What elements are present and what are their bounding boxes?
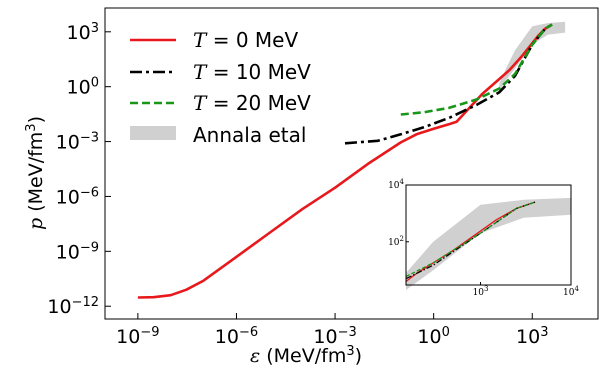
- main-line-layer: [137, 23, 553, 299]
- main-x-tick-label-0: 10−9: [116, 325, 159, 349]
- main-series-line-0: [137, 23, 553, 299]
- inset-y-tick-label-1: 104: [388, 178, 404, 191]
- main-band-annala: [499, 21, 566, 93]
- inset-tick-layer: 103 104 102 104: [388, 178, 579, 298]
- legend: T = 0 MeV T = 10 MeV T = 20 MeV Annala e…: [130, 28, 311, 147]
- inset-x-tick-label-1: 104: [563, 285, 579, 298]
- inset-band-layer: [406, 197, 571, 290]
- main-y-tick-label-3: 10−3: [56, 130, 99, 154]
- legend-label-t10: T = 10 MeV: [193, 60, 311, 84]
- main-x-tick-label-3: 100: [417, 325, 449, 349]
- inset-series-line-2: [405, 201, 536, 278]
- main-series-line-1: [344, 23, 553, 145]
- legend-entry-annala: Annala etal: [130, 123, 306, 147]
- main-x-tick-label-1: 10−6: [215, 325, 258, 349]
- inset-plot: 103 104 102 104: [388, 178, 579, 298]
- legend-label-t0: T = 0 MeV: [193, 28, 298, 52]
- main-y-tick-label-4: 100: [67, 75, 99, 99]
- inset-x-tick-label-0: 103: [473, 285, 489, 298]
- x-axis-label: ε (MeV/fm3): [250, 344, 362, 368]
- main-y-tick-label-5: 103: [67, 20, 99, 44]
- main-y-tick-label-2: 10−6: [56, 185, 99, 209]
- legend-entry-t20: T = 20 MeV: [130, 91, 311, 115]
- legend-swatch-annala: [130, 126, 176, 140]
- legend-entry-t0: T = 0 MeV: [130, 28, 298, 52]
- main-y-tick-label-1: 10−9: [56, 240, 99, 264]
- main-series-line-2: [400, 23, 553, 116]
- legend-entry-t10: T = 10 MeV: [130, 60, 311, 84]
- inset-y-tick-label-0: 102: [388, 235, 404, 248]
- inset-series-line-1: [405, 201, 536, 280]
- main-x-tick-label-4: 103: [516, 325, 548, 349]
- inset-frame: [405, 184, 572, 286]
- main-plot-frame: [104, 7, 599, 320]
- inset-band-annala: [406, 197, 571, 290]
- inset-line-layer: [405, 201, 536, 283]
- main-band-layer: [499, 21, 566, 93]
- main-tick-layer: 10−9 10−6 10−3 100 103 10−12 10−9 10−6 10−3 100 10…: [47, 20, 548, 348]
- legend-label-t20: T = 20 MeV: [193, 91, 311, 115]
- y-axis-label: p (MeV/fm3): [24, 116, 48, 230]
- main-x-tick-label-2: 10−3: [313, 325, 356, 349]
- legend-label-annala: Annala etal: [193, 123, 306, 147]
- main-y-tick-label-0: 10−12: [47, 295, 99, 319]
